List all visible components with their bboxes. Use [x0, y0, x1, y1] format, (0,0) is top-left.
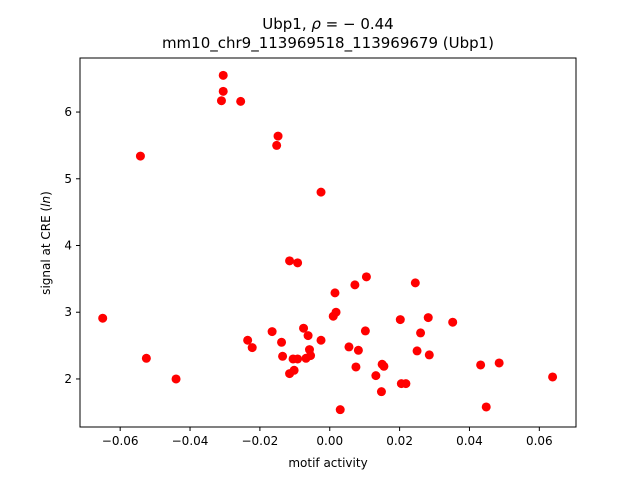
- data-point: [216, 96, 226, 106]
- data-point: [395, 315, 405, 325]
- data-point: [423, 313, 433, 323]
- data-point: [299, 323, 309, 333]
- data-point: [548, 372, 558, 382]
- data-point: [331, 307, 341, 317]
- y-axis-label-prefix: signal at CRE (: [39, 207, 53, 295]
- data-point: [416, 328, 426, 338]
- data-point: [379, 361, 389, 371]
- title-rho-symbol: ρ: [311, 15, 321, 33]
- data-point: [141, 353, 151, 363]
- data-point: [98, 313, 108, 323]
- data-point: [424, 350, 434, 360]
- y-axis-label: signal at CRE (ln): [39, 191, 53, 295]
- data-point: [494, 358, 504, 368]
- data-point: [481, 402, 491, 412]
- chart-title-line2: mm10_chr9_113969518_113969679 (Ubp1): [162, 34, 494, 53]
- data-point: [371, 371, 381, 381]
- data-point: [306, 351, 316, 361]
- y-tick-label: 3: [64, 305, 72, 319]
- data-point: [289, 365, 299, 375]
- data-points: [98, 70, 558, 415]
- data-point: [285, 256, 295, 266]
- data-point: [272, 140, 282, 150]
- data-point: [335, 405, 345, 415]
- data-point: [351, 362, 361, 372]
- data-point: [218, 70, 228, 80]
- chart-title-line1: Ubp1, ρ = − 0.44: [262, 15, 393, 33]
- data-point: [350, 280, 360, 290]
- data-point: [171, 374, 181, 384]
- data-point: [316, 187, 326, 197]
- data-point: [135, 151, 145, 161]
- y-tick-label: 5: [64, 172, 72, 186]
- data-point: [277, 337, 287, 347]
- plot-area-frame: [79, 57, 577, 428]
- data-point: [353, 345, 363, 355]
- data-point: [267, 327, 277, 337]
- data-point: [376, 387, 386, 397]
- y-axis-ticks: 2 3 4 5 6: [64, 105, 80, 386]
- data-point: [476, 360, 486, 370]
- x-tick-label: 0.04: [456, 434, 483, 448]
- data-point: [316, 335, 326, 345]
- title-prefix: Ubp1,: [262, 15, 311, 33]
- data-point: [303, 331, 313, 341]
- y-axis-label-suffix: ): [39, 191, 53, 196]
- y-tick-label: 6: [64, 105, 72, 119]
- y-axis-label-italic: ln: [39, 196, 53, 207]
- title-rho-value: = − 0.44: [321, 15, 394, 33]
- data-point: [293, 354, 303, 364]
- data-point: [344, 342, 354, 352]
- x-axis-ticks: −0.06 −0.04 −0.02 0.00 0.02 0.04 0.06: [102, 427, 553, 448]
- data-point: [448, 317, 458, 327]
- data-point: [293, 258, 303, 268]
- data-point: [247, 343, 257, 353]
- data-point: [243, 335, 253, 345]
- data-point: [401, 379, 411, 389]
- x-tick-label: −0.04: [172, 434, 209, 448]
- x-tick-label: −0.06: [102, 434, 139, 448]
- data-point: [236, 96, 246, 106]
- x-axis-label: motif activity: [288, 456, 367, 470]
- x-tick-label: −0.02: [241, 434, 278, 448]
- data-point: [361, 272, 371, 282]
- data-point: [218, 86, 228, 96]
- data-point: [412, 346, 422, 356]
- data-point: [410, 278, 420, 288]
- data-point: [273, 131, 283, 141]
- y-tick-label: 2: [64, 372, 72, 386]
- x-tick-label: 0.00: [316, 434, 343, 448]
- y-tick-label: 4: [64, 239, 72, 253]
- data-point: [360, 326, 370, 336]
- x-tick-label: 0.02: [386, 434, 413, 448]
- x-tick-label: 0.06: [526, 434, 553, 448]
- data-point: [330, 288, 340, 298]
- data-point: [278, 351, 288, 361]
